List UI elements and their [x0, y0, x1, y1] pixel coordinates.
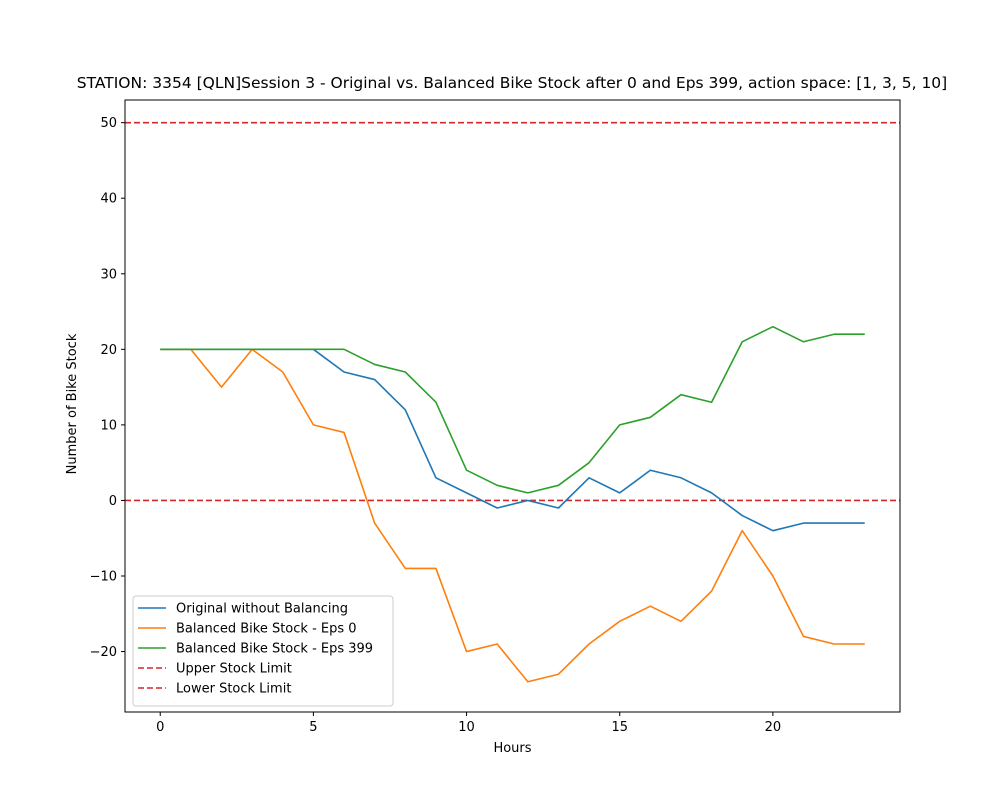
legend-label: Balanced Bike Stock - Eps 399 [176, 642, 373, 657]
y-tick-label: 40 [100, 192, 117, 207]
x-tick-label: 0 [156, 720, 164, 735]
x-tick-label: 5 [309, 720, 317, 735]
y-tick-label: 10 [100, 418, 117, 433]
x-axis-ticks: 0 5 10 15 20 [156, 712, 781, 735]
x-tick-label: 15 [611, 720, 628, 735]
limit-lines [125, 121, 900, 502]
y-tick-label: −10 [90, 570, 117, 585]
legend-label: Original without Balancing [176, 602, 348, 617]
y-tick-label: 20 [100, 343, 117, 358]
series-line-2 [160, 325, 865, 494]
legend-box [132, 595, 394, 707]
series-line-1 [160, 348, 865, 683]
series-lines [160, 325, 865, 683]
y-axis-ticks: −20 −10 0 10 20 30 40 50 [90, 116, 125, 660]
y-tick-label: −20 [90, 645, 117, 660]
plot-area [125, 121, 900, 683]
chart-title: STATION: 3354 [QLN]Session 3 - Original … [77, 74, 947, 92]
x-tick-label: 10 [458, 720, 475, 735]
legend: Original without Balancing Balanced Bike … [132, 595, 394, 707]
legend-label: Balanced Bike Stock - Eps 0 [176, 622, 357, 637]
axes-frame [124, 99, 901, 713]
x-axis-label: Hours [493, 741, 531, 756]
x-tick-label: 20 [765, 720, 782, 735]
y-tick-label: 0 [109, 494, 117, 509]
legend-label: Upper Stock Limit [176, 662, 292, 677]
legend-label: Lower Stock Limit [176, 682, 291, 697]
legend-items: Original without Balancing Balanced Bike … [138, 602, 373, 697]
y-tick-label: 30 [100, 267, 117, 282]
y-axis-label: Number of Bike Stock [65, 333, 80, 474]
y-tick-label: 50 [100, 116, 117, 131]
